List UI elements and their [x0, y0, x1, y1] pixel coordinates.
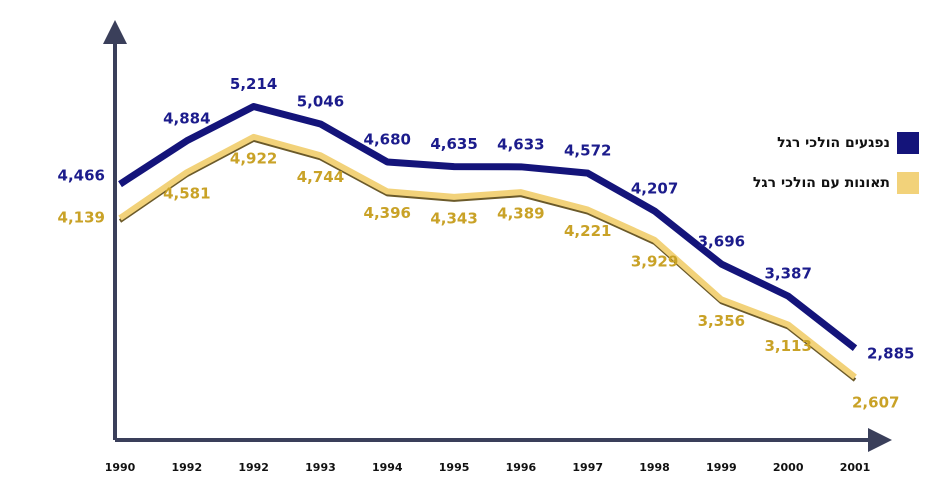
x-tick-label: 2001: [840, 461, 871, 474]
x-tick-label: 1998: [639, 461, 670, 474]
value-label: 4,221: [564, 222, 611, 240]
value-label: 4,389: [497, 205, 544, 223]
x-tick-label: 1992: [238, 461, 269, 474]
value-label: 3,696: [698, 233, 745, 251]
x-tick-label: 1994: [372, 461, 403, 474]
value-label: 3,929: [631, 252, 678, 270]
value-label: 4,633: [497, 135, 544, 153]
value-label: 4,466: [58, 167, 105, 185]
value-label: 5,046: [297, 92, 344, 110]
value-label: 4,572: [564, 142, 611, 160]
x-tick-label: 1999: [706, 461, 737, 474]
legend-swatch: [897, 132, 919, 154]
value-label: 4,635: [430, 135, 477, 153]
value-label: 3,387: [764, 265, 811, 283]
value-label: 4,581: [163, 185, 210, 203]
value-label: 3,356: [698, 312, 745, 330]
value-label: 4,343: [430, 209, 477, 227]
legend-label: נפגעים הולכי רגל: [777, 135, 890, 151]
x-tick-label: 2000: [773, 461, 804, 474]
line: [118, 103, 858, 351]
x-tick-label: 1997: [572, 461, 603, 474]
value-label: 4,922: [230, 149, 277, 167]
x-axis-arrow: [868, 428, 892, 452]
legend-swatch: [897, 172, 919, 194]
value-label: 4,884: [163, 109, 210, 127]
x-tick-label: 1996: [506, 461, 537, 474]
value-label: 4,744: [297, 168, 344, 186]
line-shadow: [118, 137, 857, 382]
value-label: 4,207: [631, 180, 678, 198]
x-tick-label: 1995: [439, 461, 470, 474]
value-label: 4,680: [364, 130, 411, 148]
y-axis-arrow: [103, 20, 127, 44]
value-label: 5,214: [230, 75, 277, 93]
x-tick-label: 1990: [105, 461, 136, 474]
value-label: 3,113: [764, 337, 811, 355]
x-tick-label: 1993: [305, 461, 336, 474]
value-label: 4,396: [364, 204, 411, 222]
value-label: 2,607: [852, 394, 899, 412]
x-tick-label: 1992: [172, 461, 203, 474]
value-label: 2,885: [867, 345, 914, 363]
value-label: 4,139: [58, 209, 105, 227]
legend-label: תאונות עם הולכי רגל: [753, 175, 890, 191]
line: [118, 133, 857, 380]
